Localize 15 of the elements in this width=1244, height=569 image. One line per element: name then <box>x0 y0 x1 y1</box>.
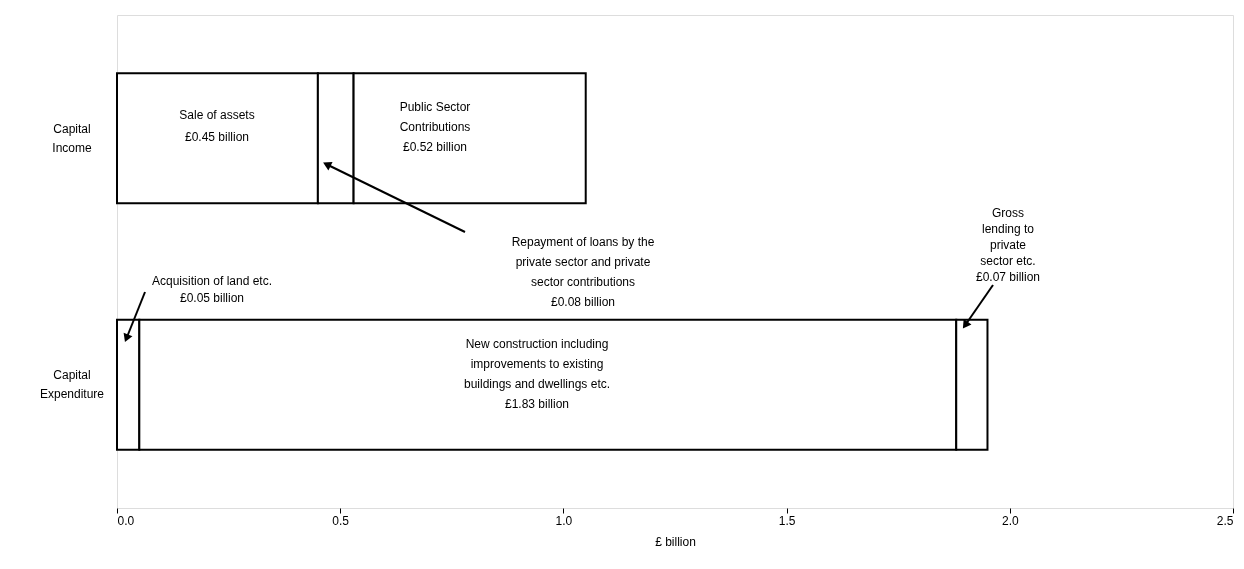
annotation: Sale of assets £0.45 billion <box>179 108 255 144</box>
annotation: Repayment of loans by the private sector and private sector contributions £0.08 billion <box>511 235 655 309</box>
x-tick-label: 1.5 <box>778 513 796 528</box>
x-tick-label: 2.5 <box>1216 513 1234 528</box>
annotation: New construction including improvements to existing buildings and dwellings etc. £1.83 billion <box>463 337 611 411</box>
x-tick-label: 1.0 <box>555 513 573 528</box>
x-tick-label: 0.5 <box>332 513 350 528</box>
annotation: Acquisition of land etc. £0.05 billion <box>151 273 273 305</box>
y-tick-label: Capital Expenditure <box>39 368 105 402</box>
annotation: Public Sector Contributions £0.52 billion <box>399 100 471 154</box>
annotation: Gross lending to private sector etc. £0.07 billion <box>975 206 1041 284</box>
x-tick-label: 2.0 <box>1001 513 1019 528</box>
x-axis-title: £ billion <box>655 534 696 549</box>
y-tick-label: Capital Income <box>52 121 92 155</box>
x-tick-label: 0.0 <box>117 513 135 528</box>
